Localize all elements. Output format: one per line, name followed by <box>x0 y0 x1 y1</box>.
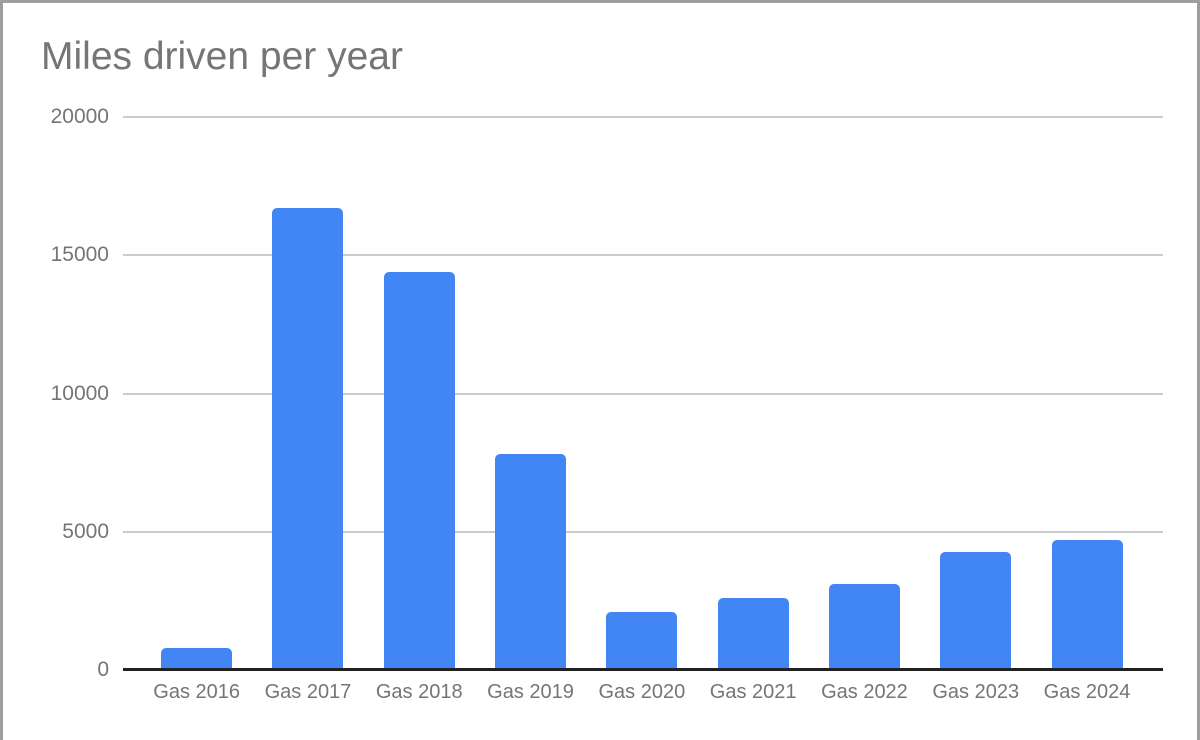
y-gridline <box>123 116 1163 118</box>
bar-gas-2020 <box>606 611 678 670</box>
x-tick-label: Gas 2022 <box>821 681 908 703</box>
chart-title: Miles driven per year <box>41 35 403 78</box>
bar-gas-2019 <box>495 454 567 670</box>
x-tick-label: Gas 2019 <box>487 681 574 703</box>
x-tick-label: Gas 2020 <box>598 681 686 703</box>
x-tick-label: Gas 2018 <box>375 681 463 703</box>
x-tick-label: Gas 2016 <box>153 681 241 703</box>
bar-gas-2022 <box>828 584 900 670</box>
y-gridline <box>123 254 1163 257</box>
bar-gas-2023 <box>940 552 1012 670</box>
bar-gas-2024 <box>1051 540 1123 670</box>
y-tick-label: 0 <box>97 658 109 681</box>
x-tick-label: Gas 2023 <box>932 681 1020 703</box>
y-tick-label: 5000 <box>62 519 109 543</box>
y-gridline <box>123 530 1163 533</box>
x-tick-label: Gas 2017 <box>264 681 352 703</box>
y-tick-label: 15000 <box>50 243 109 267</box>
bar-gas-2017 <box>272 208 344 670</box>
plot-area: 0 5000 10000 15000 20000 Gas 2016 Gas 2017 Gas … <box>3 3 1197 740</box>
bar-gas-2016 <box>161 647 233 670</box>
x-tick-label: Gas 2024 <box>1043 681 1131 703</box>
y-tick-label: 20000 <box>50 105 109 128</box>
x-axis-line <box>123 668 1163 671</box>
bar-gas-2021 <box>717 598 789 670</box>
y-gridline <box>123 392 1163 395</box>
y-tick-label: 10000 <box>50 381 109 405</box>
x-tick-label: Gas 2021 <box>709 681 797 703</box>
bar-gas-2018 <box>383 271 455 670</box>
